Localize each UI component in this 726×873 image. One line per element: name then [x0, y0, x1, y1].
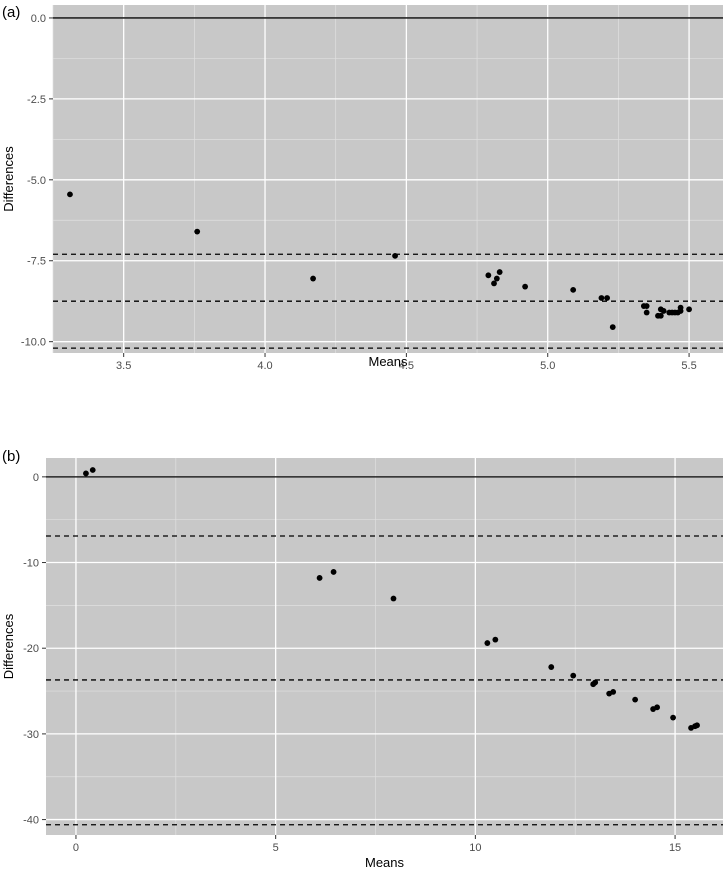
- y-tick-label: -10.0: [21, 337, 46, 349]
- minor-gridlines-b: [46, 458, 723, 835]
- plot-background-b: [46, 458, 723, 835]
- data-point: [89, 467, 96, 473]
- data-point: [643, 309, 650, 316]
- y-tick-label: -7.5: [27, 256, 46, 268]
- data-point: [194, 228, 201, 235]
- y-tick-label: -10: [23, 558, 39, 570]
- data-point: [677, 304, 684, 311]
- x-tick-label: 10: [469, 842, 481, 854]
- data-point: [670, 714, 676, 721]
- y-tick-label: 0.0: [31, 13, 46, 25]
- data-point: [390, 595, 397, 602]
- panel-b: (b) 0 5 10 15 0 -10 -20 -30 -40 Means Differenc…: [1, 448, 723, 870]
- data-point: [654, 704, 660, 711]
- panel-label-b: (b): [2, 448, 20, 465]
- panel-label-a: (a): [2, 4, 20, 21]
- x-tick-label: 4.0: [257, 360, 272, 372]
- data-point: [610, 689, 617, 695]
- data-point: [316, 575, 323, 581]
- y-tick-label: -20: [23, 643, 39, 655]
- data-point: [694, 722, 700, 729]
- reference-lines-b: [46, 476, 723, 826]
- x-tick-label: 5.0: [540, 360, 555, 372]
- data-point: [485, 272, 492, 279]
- data-point: [392, 252, 398, 259]
- data-point: [67, 191, 73, 198]
- data-points-a: [67, 191, 692, 331]
- data-point: [522, 283, 529, 290]
- y-axis-title-b: Differences: [1, 613, 16, 679]
- data-point: [548, 664, 555, 670]
- x-tick-label: 5: [273, 842, 279, 854]
- data-point: [632, 696, 639, 703]
- panel-a: (a) 3.5 4.0 4.5 5.0 5.5 0.0 -2.5 -5.0 -7.5 -10.0…: [1, 4, 723, 372]
- y-axis-ticks-b: 0 -10 -20 -30 -40: [23, 472, 46, 827]
- data-point: [660, 308, 667, 314]
- data-point: [310, 275, 316, 282]
- data-point: [604, 295, 610, 301]
- data-point: [686, 306, 692, 313]
- x-tick-label: 3.5: [116, 360, 131, 372]
- data-point: [657, 312, 664, 319]
- data-points-b: [83, 467, 700, 731]
- x-axis-title-a: Means: [368, 354, 408, 369]
- data-point: [491, 280, 497, 287]
- data-point: [570, 286, 577, 293]
- reference-lines-a: [53, 17, 723, 349]
- data-point: [643, 303, 650, 309]
- y-tick-label: -2.5: [27, 94, 46, 106]
- data-point: [496, 269, 503, 275]
- data-point: [609, 324, 616, 331]
- y-axis-ticks-a: 0.0 -2.5 -5.0 -7.5 -10.0: [21, 13, 53, 349]
- y-axis-title-a: Differences: [1, 146, 16, 212]
- data-point: [484, 640, 491, 646]
- x-axis-ticks-b: 0 5 10 15: [73, 835, 681, 854]
- data-point: [570, 672, 577, 679]
- y-tick-label: -40: [23, 815, 39, 827]
- x-axis-title-b: Means: [365, 855, 405, 870]
- x-tick-label: 5.5: [681, 360, 696, 372]
- x-axis-ticks-a: 3.5 4.0 4.5 5.0 5.5: [116, 353, 697, 372]
- x-tick-label: 15: [669, 842, 681, 854]
- data-point: [592, 679, 599, 686]
- y-tick-label: -30: [23, 729, 39, 741]
- x-tick-label: 0: [73, 842, 79, 854]
- y-tick-label: 0: [33, 472, 39, 484]
- data-point: [493, 275, 500, 282]
- y-tick-label: -5.0: [27, 175, 46, 187]
- data-point: [83, 470, 89, 477]
- data-point: [330, 569, 337, 575]
- data-point: [492, 636, 499, 643]
- x-tick-label: 4.5: [399, 360, 414, 372]
- data-point: [598, 295, 605, 301]
- plot-background-a: [53, 5, 723, 353]
